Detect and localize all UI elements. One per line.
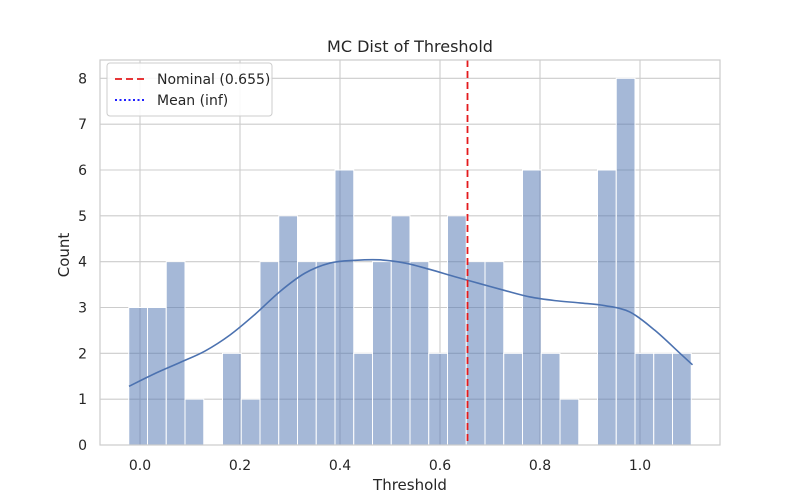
- histogram-bar: [353, 352, 373, 446]
- histogram-bar: [409, 261, 430, 446]
- y-tick-label: 5: [78, 209, 87, 225]
- histogram-bar: [240, 398, 261, 446]
- histogram-bar: [390, 215, 411, 446]
- y-tick-label: 2: [78, 346, 87, 362]
- histogram-bar: [672, 352, 692, 446]
- x-axis-label: Threshold: [372, 476, 447, 494]
- histogram-bar: [372, 261, 392, 446]
- histogram-bars: [128, 77, 692, 446]
- histogram-bar: [315, 261, 336, 446]
- legend-label-mean: Mean (inf): [157, 93, 228, 109]
- y-tick-label: 1: [78, 392, 87, 408]
- histogram-bar: [297, 261, 317, 446]
- histogram-bar: [522, 169, 542, 446]
- x-tick-label: 0.6: [429, 458, 451, 474]
- x-tick-label: 0.4: [329, 458, 351, 474]
- legend-box: [106, 62, 273, 117]
- histogram-bar: [465, 261, 486, 446]
- y-tick-label: 4: [78, 255, 87, 271]
- x-tick-label: 1.0: [629, 458, 651, 474]
- histogram-bar: [128, 307, 148, 446]
- y-tick-label: 6: [78, 163, 87, 179]
- x-tick-label: 0.8: [529, 458, 551, 474]
- histogram-bar: [540, 352, 561, 446]
- histogram-bar: [428, 352, 448, 446]
- y-axis-label: Count: [55, 233, 73, 278]
- histogram-bar: [334, 169, 355, 446]
- y-tick-labels: 0 1 2 3 4 5 6 7 8: [78, 71, 87, 454]
- histogram-bar: [559, 398, 580, 446]
- y-tick-label: 0: [78, 438, 87, 454]
- histogram-bar: [259, 261, 280, 446]
- x-tick-label: 0.0: [129, 458, 151, 474]
- histogram-bar: [634, 352, 655, 446]
- histogram-bar: [615, 77, 636, 446]
- histogram-bar: [278, 215, 298, 446]
- histogram-bar: [447, 215, 467, 446]
- kde-curve: [128, 258, 694, 388]
- y-tick-label: 8: [78, 71, 87, 87]
- histogram-bar: [222, 352, 242, 446]
- legend-label-nominal: Nominal (0.655): [157, 72, 270, 88]
- y-tick-label: 7: [78, 117, 87, 133]
- legend: Nominal (0.655) Mean (inf): [106, 62, 273, 117]
- histogram-bar: [165, 261, 186, 446]
- x-tick-labels: 0.0 0.2 0.4 0.6 0.8 1.0: [129, 458, 651, 474]
- chart-title: MC Dist of Threshold: [327, 37, 493, 56]
- histogram-bar: [184, 398, 205, 446]
- y-tick-label: 3: [78, 301, 87, 317]
- plot-frame: [99, 59, 721, 446]
- histogram-bar: [503, 352, 523, 446]
- x-tick-label: 0.2: [229, 458, 251, 474]
- histogram-bar: [653, 352, 673, 446]
